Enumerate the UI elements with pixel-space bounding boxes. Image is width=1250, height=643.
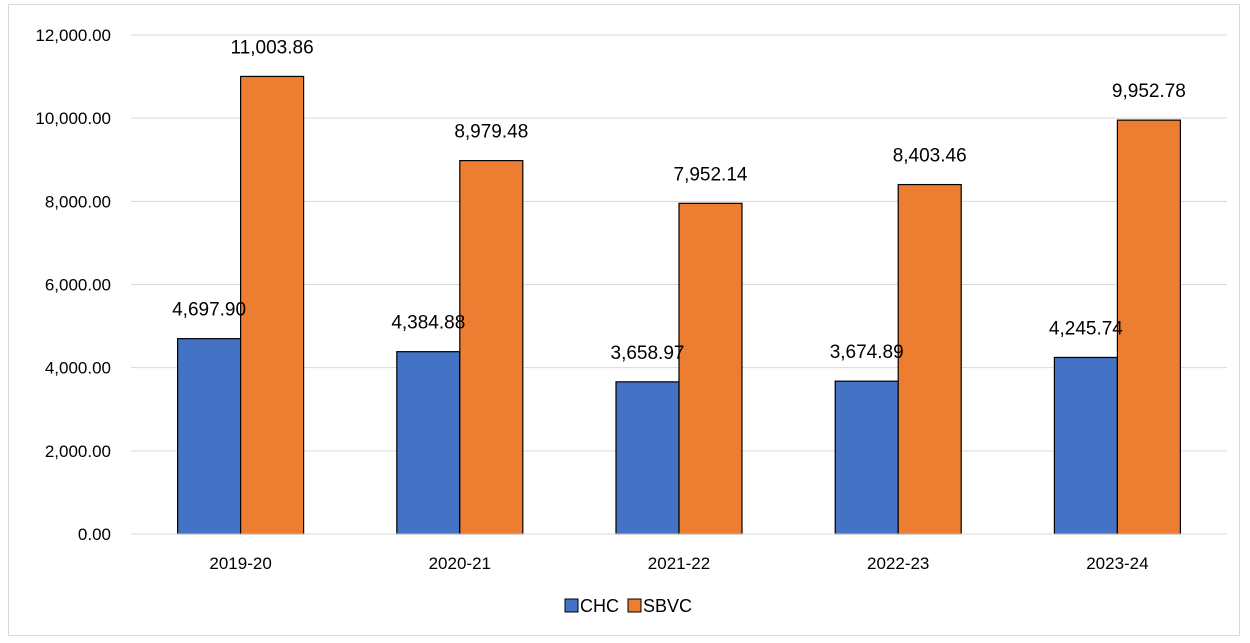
data-label-sbvc-2023-24: 9,952.78	[1112, 81, 1186, 102]
x-tick-label: 2022-23	[867, 554, 929, 573]
y-tick-label: 4,000.00	[45, 359, 111, 378]
x-axis-tick-labels: 2019-20 2020-21 2021-22 2022-23 2023-24	[209, 554, 1148, 573]
data-label-chc-2021-22: 3,658.97	[611, 343, 685, 364]
bars	[177, 75, 1182, 535]
y-tick-label: 12,000.00	[35, 26, 111, 45]
bar-chc-2019-20	[177, 338, 242, 535]
y-axis-tick-labels: 0.00 2,000.00 4,000.00 6,000.00 8,000.00 10,0…	[35, 26, 111, 544]
y-tick-label: 2,000.00	[45, 442, 111, 461]
legend-label-sbvc: SBVC	[643, 596, 692, 616]
bar-chc-2022-23	[834, 380, 899, 535]
bar-chc-2020-21	[396, 351, 461, 535]
y-tick-label: 8,000.00	[45, 192, 111, 211]
x-tick-label: 2023-24	[1086, 554, 1148, 573]
bar-sbvc-2019-20	[240, 75, 305, 535]
bar-chc-2023-24	[1053, 356, 1119, 535]
bar-sbvc-2023-24	[1116, 119, 1182, 535]
y-tick-label: 0.00	[78, 525, 111, 544]
legend-label-chc: CHC	[580, 596, 619, 616]
data-label-chc-2023-24: 4,245.74	[1049, 318, 1123, 339]
x-tick-label: 2021-22	[648, 554, 710, 573]
data-label-sbvc-2021-22: 7,952.14	[674, 164, 748, 185]
bar-sbvc-2022-23	[897, 183, 962, 535]
x-tick-label: 2019-20	[209, 554, 271, 573]
y-tick-label: 10,000.00	[35, 109, 111, 128]
legend-swatch-sbvc	[627, 598, 642, 613]
data-label-sbvc-2019-20: 11,003.86	[231, 37, 314, 58]
data-label-sbvc-2022-23: 8,403.46	[893, 146, 967, 167]
bar-sbvc-2021-22	[678, 202, 743, 535]
data-label-chc-2020-21: 4,384.88	[391, 313, 465, 334]
legend-swatch-chc	[564, 598, 579, 613]
bar-sbvc-2020-21	[459, 160, 524, 535]
data-label-chc-2019-20: 4,697.90	[172, 300, 246, 321]
bar-chc-2021-22	[615, 381, 680, 535]
data-labels: 4,697.90 11,003.86 4,384.88 8,979.48 3,658.9…	[172, 37, 1186, 363]
x-tick-label: 2020-21	[429, 554, 491, 573]
data-label-sbvc-2020-21: 8,979.48	[454, 122, 528, 143]
y-tick-label: 6,000.00	[45, 276, 111, 295]
legend: CHC SBVC	[564, 596, 692, 616]
gridlines	[131, 34, 1227, 452]
data-label-chc-2022-23: 3,674.89	[830, 342, 904, 363]
